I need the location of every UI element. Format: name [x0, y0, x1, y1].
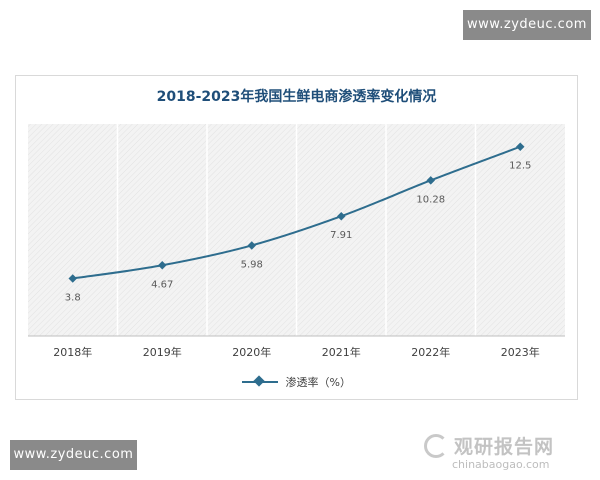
data-label: 4.67: [151, 279, 173, 290]
data-label: 10.28: [416, 194, 445, 205]
legend-diamond-icon: [253, 375, 265, 387]
logo-swirl-icon: [424, 434, 448, 458]
x-tick-label: 2019年: [143, 345, 182, 359]
watermark-top: www.zydeuc.com: [463, 10, 591, 40]
chart-container: 2018-2023年我国生鲜电商渗透率变化情况 2018年 2019年 2020年 2…: [15, 75, 578, 471]
series-markers: [68, 142, 525, 283]
data-labels: 3.8 4.67 5.98 7.91 10.28 12.5: [65, 161, 532, 304]
data-point-marker: [426, 176, 435, 185]
x-tick-label: 2023年: [501, 345, 540, 359]
grid-lines: [116, 124, 477, 336]
data-label: 7.91: [330, 230, 352, 241]
x-tick-label: 2022年: [411, 345, 450, 359]
x-tick-label: 2020年: [232, 345, 271, 359]
watermark-bottom: www.zydeuc.com: [10, 440, 137, 470]
x-tick-label: 2021年: [322, 345, 361, 359]
legend-label: 渗透率（%）: [285, 376, 351, 389]
logo-text-en: chinabaogao.com: [452, 458, 550, 471]
logo-chinabaogao: 观研报告网 chinabaogao.com: [424, 432, 574, 474]
x-tick-label: 2018年: [53, 345, 92, 359]
data-point-marker: [337, 211, 346, 221]
data-label: 5.98: [241, 259, 263, 270]
legend: 渗透率（%）: [16, 374, 577, 390]
logo-text-cn: 观研报告网: [454, 436, 555, 458]
data-label: 3.8: [65, 292, 81, 303]
data-point-marker: [158, 261, 167, 270]
line-chart: 2018年 2019年 2020年 2021年 2022年 2023年 3.8 4.67 5.…: [28, 124, 565, 359]
chart-title: 2018-2023年我国生鲜电商渗透率变化情况: [156, 89, 437, 105]
series-line-penetration-rate: [72, 145, 521, 280]
data-label: 12.5: [509, 161, 531, 172]
legend-marker-icon: [242, 375, 279, 388]
data-point-marker: [247, 241, 256, 250]
x-tick-labels: 2018年 2019年 2020年 2021年 2022年 2023年: [53, 345, 540, 359]
